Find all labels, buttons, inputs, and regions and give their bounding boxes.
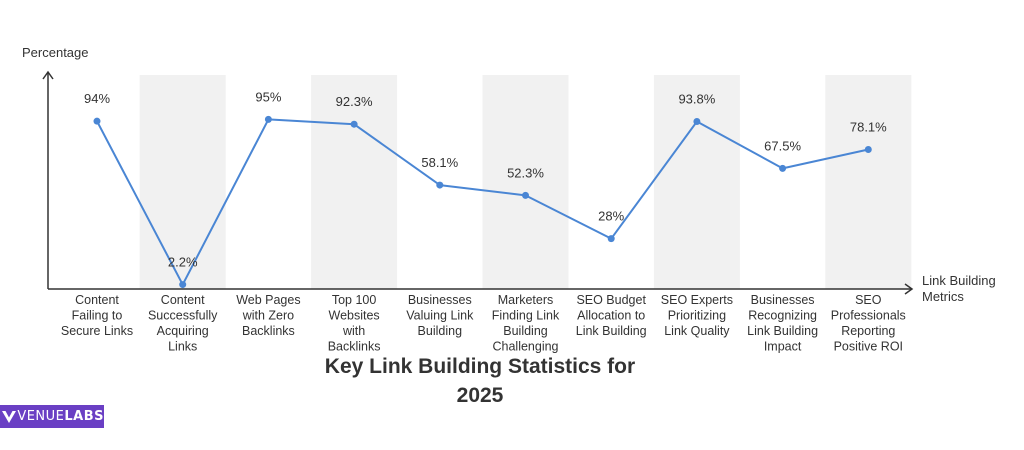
data-label-3: 95%	[255, 89, 281, 104]
category-label-10: SEO Professionals Reporting Positive ROI	[831, 293, 906, 354]
category-label-4: Top 100 Websites with Backlinks	[328, 293, 381, 354]
data-label-5: 58.1%	[421, 155, 458, 170]
data-point-10	[864, 145, 872, 153]
y-axis-arrow-icon	[42, 70, 54, 80]
y-axis-label: Percentage	[22, 45, 89, 60]
band-10	[825, 75, 912, 289]
data-label-7: 28%	[598, 209, 624, 224]
data-point-7	[607, 235, 615, 243]
data-point-9	[779, 164, 787, 172]
data-point-6	[522, 191, 529, 199]
category-label-1: Content Failing to Secure Links	[61, 293, 133, 338]
data-label-1: 94%	[84, 91, 110, 106]
band-4	[311, 75, 398, 289]
category-label-9: Businesses Recognizing Link Building Impact	[747, 293, 818, 354]
category-label-8: SEO Experts Prioritizing Link Quality	[661, 293, 733, 338]
category-label-7: SEO Budget Allocation to Link Building	[576, 293, 647, 338]
data-point-4	[350, 120, 358, 128]
category-label-2: Content Successfully Acquiring Links	[148, 293, 218, 354]
data-label-2: 2.2%	[168, 255, 198, 270]
category-label-5: Businesses Valuing Link Building	[406, 293, 474, 338]
data-point-8	[693, 118, 701, 126]
x-axis-label-line-2: Metrics	[922, 289, 964, 304]
data-point-2	[179, 281, 187, 289]
venuelabs-logo: VENUELABS	[0, 405, 104, 428]
data-point-1	[93, 117, 101, 125]
chart-title: Key Link Building Statistics for 2025	[324, 355, 636, 407]
data-label-4: 92.3%	[336, 94, 373, 109]
x-axis-arrow-icon	[904, 283, 914, 295]
data-label-10: 78.1%	[850, 119, 887, 134]
category-label-6: Marketers Finding Link Building Challenging	[492, 293, 560, 354]
data-label-6: 52.3%	[507, 165, 544, 180]
logo-text-labs: LABS	[64, 409, 104, 424]
logo-text-venue: VENUE	[17, 409, 65, 424]
band-2	[139, 75, 226, 289]
data-label-8: 93.8%	[678, 92, 715, 107]
data-point-3	[264, 115, 272, 123]
x-axis-label-line-1: Link Building	[922, 273, 996, 288]
category-label-3: Web Pages with Zero Backlinks	[236, 293, 300, 338]
data-label-9: 67.5%	[764, 138, 801, 153]
band-8	[653, 75, 740, 289]
v-logo-icon	[0, 405, 17, 428]
series-line	[96, 118, 869, 286]
data-point-5	[436, 181, 444, 189]
band-6	[482, 75, 569, 289]
